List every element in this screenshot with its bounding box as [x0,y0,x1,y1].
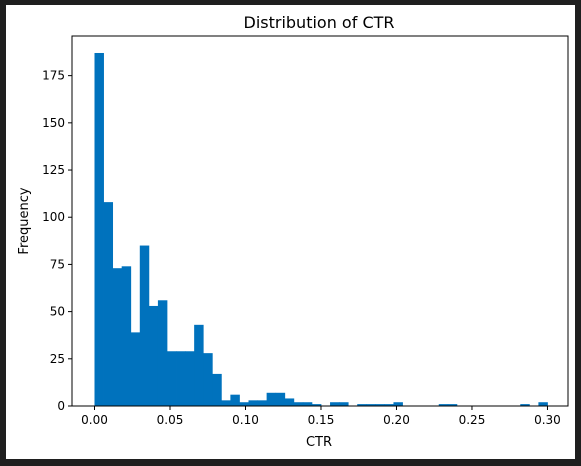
histogram-bar [157,300,168,406]
histogram-bar [393,402,403,406]
histogram-bar [103,202,114,406]
histogram-bar [330,402,340,406]
histogram-bar [166,351,177,406]
x-axis-label: CTR [306,435,332,450]
histogram-bar [212,373,222,406]
y-tick-label: 100 [42,210,65,224]
histogram-bar [438,404,449,406]
histogram-bar [239,402,249,406]
histogram-bar [112,268,123,406]
y-tick-label: 50 [50,305,65,319]
y-tick-label: 175 [42,69,65,83]
y-tick-label: 125 [42,163,65,177]
y-tick-label: 0 [57,399,65,413]
histogram-bar [384,404,394,406]
histogram-bar [357,404,367,406]
histogram-bar [130,332,141,406]
x-tick-label: 0.20 [383,413,410,427]
histogram-bar [194,324,204,406]
histogram-bar [375,404,385,406]
plot-area-border [71,35,569,407]
x-tick-label: 0.30 [534,413,561,427]
histogram-bar [203,353,213,406]
x-tick-label: 0.15 [308,413,335,427]
histogram-bar [366,404,376,406]
histogram-bar [339,402,349,406]
histogram-bar [139,245,150,406]
histogram-bar [257,400,268,406]
x-tick-label: 0.25 [459,413,486,427]
histogram-bar [266,392,277,406]
histogram-bar [284,398,295,406]
chart-frame: Distribution of CTR 0.00 0.05 0.10 0.15 0.20… [6,5,575,459]
histogram-bar [447,404,458,406]
histogram-bar [275,392,286,406]
histogram-bar [520,404,530,406]
x-tick-label: 0.05 [157,413,184,427]
histogram-bar [94,52,104,406]
histogram-chart: Distribution of CTR 0.00 0.05 0.10 0.15 0.20… [17,13,569,450]
histogram-bar [221,400,231,406]
y-axis-ticks: 0 25 50 75 100 125 150 175 [42,69,72,413]
histogram-bar [302,402,313,406]
histogram-bar [248,400,258,406]
histogram-bar [185,351,195,406]
histogram-bar [148,305,159,406]
histogram-bars [94,52,548,406]
y-tick-label: 75 [50,257,65,271]
chart-title: Distribution of CTR [244,13,395,32]
histogram-bar [121,266,132,406]
histogram-bar [538,402,548,406]
histogram-bar [176,351,186,406]
y-tick-label: 25 [50,352,65,366]
x-tick-label: 0.00 [81,413,108,427]
histogram-bar [311,404,322,406]
y-axis-label: Frequency [17,187,32,254]
y-tick-label: 150 [42,116,65,130]
x-tick-label: 0.10 [232,413,259,427]
x-axis-ticks: 0.00 0.05 0.10 0.15 0.20 0.25 0.30 [81,406,561,427]
histogram-bar [230,394,240,406]
histogram-bar [293,402,304,406]
